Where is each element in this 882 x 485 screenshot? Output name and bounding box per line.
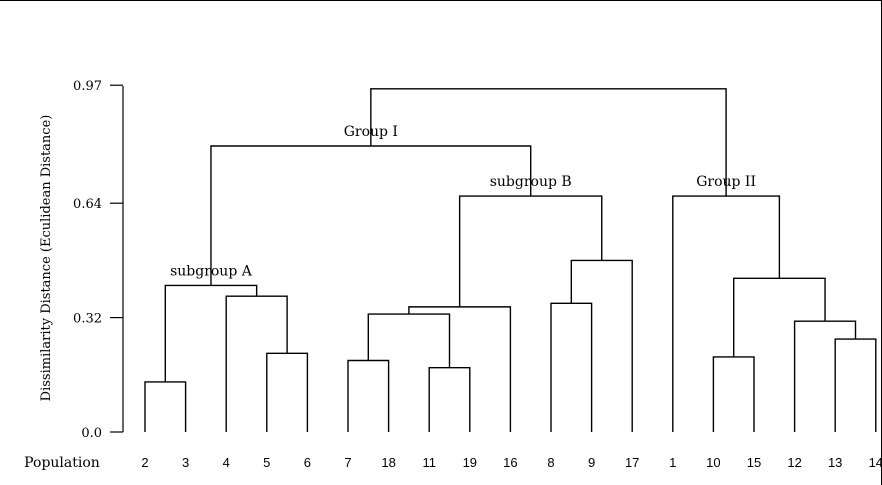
- x-axis-label: Population: [24, 455, 100, 471]
- y-tick-label: 0.64: [73, 197, 102, 212]
- dendrogram-link: [458, 195, 603, 307]
- leaf-label: 16: [503, 455, 517, 470]
- group-annotation-label: Group I: [344, 124, 398, 140]
- y-axis-label: Dissimilarity Distance (Eculidean Distan…: [39, 115, 54, 402]
- leaf-label: 17: [625, 455, 639, 470]
- leaf-label: 6: [304, 455, 311, 470]
- dendrogram-link: [347, 359, 390, 432]
- dendrogram-link: [225, 295, 288, 432]
- dendrogram-link: [712, 356, 755, 432]
- leaf-label: 14: [869, 455, 882, 470]
- y-tick-label: 0.0: [81, 426, 102, 441]
- dendrogram-link: [428, 366, 471, 432]
- dendrogram-link: [266, 352, 309, 432]
- leaf-label: 18: [381, 455, 395, 470]
- y-axis-ticks: 0.0 0.32 0.64 0.97: [73, 79, 123, 441]
- leaf-label: 5: [263, 455, 270, 470]
- group-annotations: Group I Group II subgroup A subgroup B: [170, 124, 756, 279]
- leaf-label: 11: [422, 455, 436, 470]
- y-tick-label: 0.32: [73, 312, 102, 327]
- dendrogram-link: [370, 88, 727, 197]
- leaf-label: 13: [828, 455, 842, 470]
- leaf-label: 19: [463, 455, 477, 470]
- leaf-label: 7: [344, 455, 351, 470]
- group-annotation-label: subgroup A: [170, 263, 253, 279]
- leaf-label: 10: [706, 455, 720, 470]
- dendrogram-link: [834, 338, 877, 432]
- leaf-label: 9: [588, 455, 595, 470]
- leaf-labels: 2 3 4 5 6 7 18 11 19 16 8 9 17 1 10 15 12 13 14: [141, 455, 882, 470]
- dendrogram-link: [164, 284, 258, 382]
- group-annotation-label: subgroup B: [490, 174, 572, 190]
- leaf-label: 1: [669, 455, 676, 470]
- dendrogram-link: [408, 306, 512, 432]
- dendrogram-link: [793, 320, 857, 432]
- dendrogram-link: [733, 277, 826, 357]
- dendrogram-link: [367, 313, 451, 368]
- dendrogram-link: [210, 145, 532, 286]
- leaf-label: 2: [141, 455, 148, 470]
- dendrogram-link: [550, 302, 593, 432]
- leaf-label: 15: [747, 455, 761, 470]
- leaf-label: 12: [787, 455, 801, 470]
- y-tick-label: 0.97: [73, 79, 102, 94]
- leaf-label: 4: [223, 455, 230, 470]
- dendrogram-links: [144, 88, 877, 432]
- dendrogram-link: [570, 259, 633, 432]
- group-annotation-label: Group II: [696, 174, 756, 190]
- dendrogram-link: [672, 195, 781, 432]
- leaf-label: 8: [547, 455, 554, 470]
- dendrogram-link: [144, 381, 187, 432]
- leaf-label: 3: [182, 455, 189, 470]
